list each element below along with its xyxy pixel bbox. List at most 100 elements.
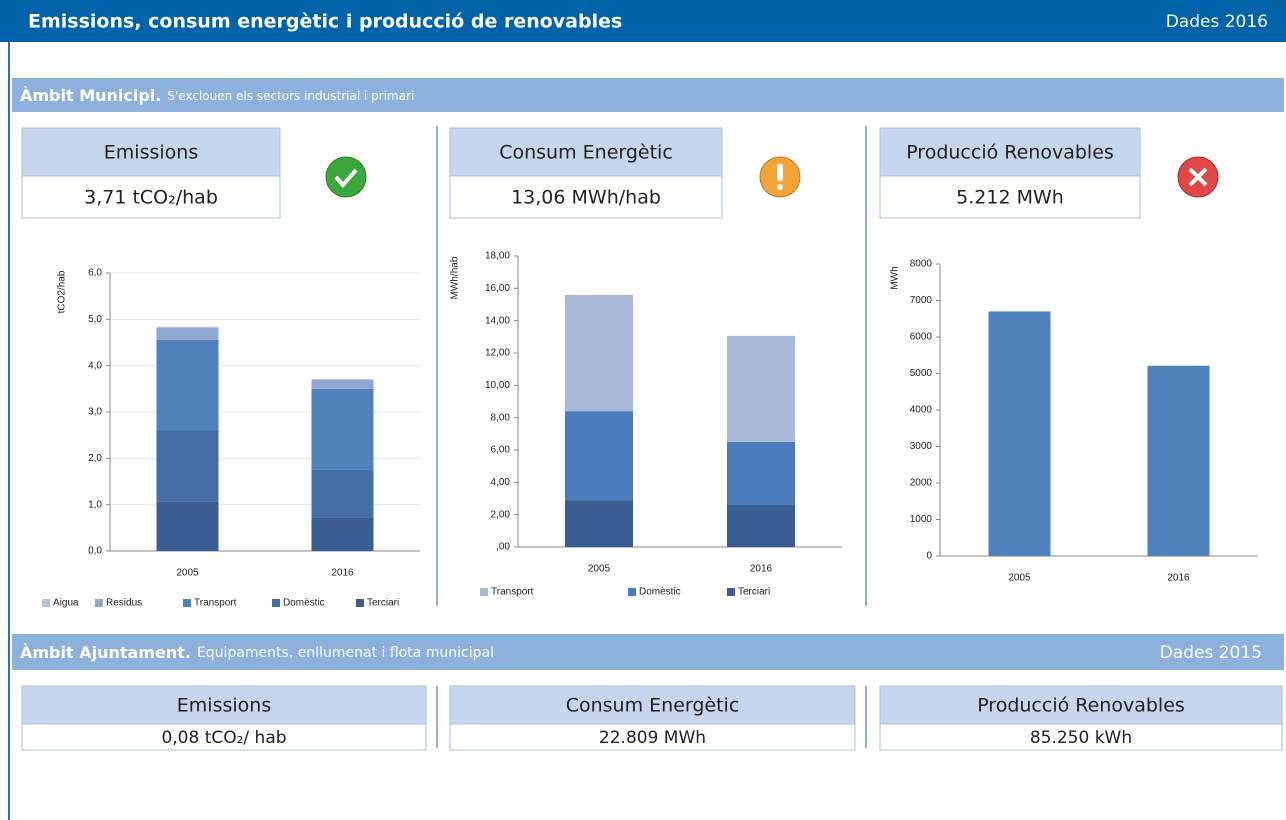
bar-segment	[156, 339, 219, 431]
y-tick-label: 10,00	[485, 380, 510, 391]
panel-title-box	[449, 685, 856, 725]
legend-label: Terciari	[367, 598, 399, 609]
panel-title: Emissions	[104, 142, 198, 164]
y-tick-label: 0	[926, 551, 932, 562]
bar-segment	[727, 441, 795, 505]
legend-swatch	[727, 588, 735, 596]
legend-swatch	[42, 599, 50, 607]
section-bar	[12, 78, 1284, 112]
panel-title: Consum Energètic	[499, 142, 673, 164]
y-tick-label: 8,00	[491, 412, 511, 423]
panel-title: Producció Renovables	[977, 695, 1185, 717]
y-tick-label: ,00	[496, 542, 510, 553]
panel-title-box	[879, 685, 1283, 725]
panel-value: 13,06 MWh/hab	[511, 187, 661, 209]
y-tick-label: 7000	[910, 295, 933, 306]
y-tick-label: 18,00	[485, 251, 510, 262]
panel-value: 3,71 tCO₂/hab	[84, 187, 218, 209]
y-tick-label: 6000	[910, 332, 933, 343]
x-tick-label: 2005	[588, 564, 611, 575]
section-title: Àmbit Municipi. S'exclouen els sectors in…	[20, 86, 414, 105]
panel-value-box	[21, 175, 281, 219]
bar-segment	[311, 388, 374, 470]
header-title: Emissions, consum energètic i producció …	[28, 11, 622, 33]
y-tick-label: 4,0	[88, 360, 102, 371]
y-tick-label: 14,00	[485, 315, 510, 326]
legend-label: Transport	[491, 587, 534, 598]
legend-swatch	[272, 599, 280, 607]
status-error-icon	[1177, 156, 1219, 198]
y-axis-label: MWh/hab	[450, 256, 461, 299]
panel-title: Consum Energètic	[566, 695, 740, 717]
bar	[988, 311, 1051, 556]
y-tick-label: 1,0	[88, 499, 102, 510]
legend-swatch	[183, 599, 191, 607]
panel-value-box	[21, 723, 427, 751]
bar-segment	[565, 294, 633, 412]
panel-value: 85.250 kWh	[1030, 728, 1132, 748]
panel-title-box	[21, 127, 281, 177]
bar-segment	[565, 500, 633, 547]
panel-value-box	[449, 175, 723, 219]
y-tick-label: 2,0	[88, 453, 102, 464]
x-tick-label: 2005	[176, 568, 199, 579]
panel-title: Producció Renovables	[906, 142, 1114, 164]
y-axis-label: MWh	[890, 266, 901, 289]
panel-title-box	[879, 127, 1141, 177]
y-tick-label: 4000	[910, 405, 933, 416]
y-tick-label: 6,0	[88, 268, 102, 279]
bar-segment	[565, 411, 633, 501]
y-tick-label: 1000	[910, 514, 933, 525]
panel-title-box	[21, 685, 427, 725]
y-tick-label: 6,00	[491, 445, 511, 456]
panel-value: 5.212 MWh	[956, 187, 1064, 209]
y-tick-label: 5,0	[88, 314, 102, 325]
bar-segment	[311, 517, 374, 551]
bar-segment	[156, 430, 219, 502]
y-tick-label: 3,0	[88, 407, 102, 418]
legend-label: Transport	[194, 598, 237, 609]
panel-value: 0,08 tCO₂/ hab	[161, 728, 286, 748]
legend-label: Domèstic	[283, 598, 325, 609]
panel-value: 22.809 MWh	[599, 728, 706, 748]
section-bar	[12, 634, 1284, 670]
bar-segment	[156, 327, 219, 340]
y-tick-label: 2000	[910, 478, 933, 489]
y-tick-label: 12,00	[485, 348, 510, 359]
y-tick-label: 0,0	[88, 546, 102, 557]
panel-value-box	[879, 175, 1141, 219]
status-warning-icon	[759, 156, 801, 198]
legend-label: Domèstic	[639, 587, 681, 598]
bar-segment	[727, 504, 795, 547]
y-tick-label: 8000	[910, 259, 933, 270]
x-tick-label: 2016	[331, 568, 354, 579]
legend-swatch	[480, 588, 488, 596]
section-title: Àmbit Ajuntament. Equipaments, enllumenat…	[20, 643, 494, 662]
legend-swatch	[95, 599, 103, 607]
y-tick-label: 4,00	[491, 477, 511, 488]
y-tick-label: 2,00	[491, 509, 511, 520]
x-tick-label: 2016	[750, 564, 773, 575]
section-year: Dades 2015	[1160, 643, 1262, 663]
panel-value-box	[449, 723, 856, 751]
header-year: Dades 2016	[1166, 12, 1268, 32]
panel-title: Emissions	[177, 695, 271, 717]
panel-value-box	[879, 723, 1283, 751]
bar-segment	[156, 326, 219, 328]
y-tick-label: 16,00	[485, 283, 510, 294]
bar-segment	[156, 501, 219, 551]
legend-label: Aigua	[53, 598, 79, 609]
bar-segment	[727, 335, 795, 442]
bar-segment	[311, 380, 374, 389]
header-bar	[0, 0, 1286, 42]
bar-segment	[311, 379, 374, 381]
bar	[1147, 365, 1210, 556]
status-ok-icon	[325, 156, 367, 198]
panel-title-box	[449, 127, 723, 177]
y-tick-label: 5000	[910, 368, 933, 379]
legend-label: Residus	[106, 598, 142, 609]
legend-label: Terciari	[738, 587, 770, 598]
bar-segment	[311, 469, 374, 518]
x-tick-label: 2016	[1167, 573, 1190, 584]
